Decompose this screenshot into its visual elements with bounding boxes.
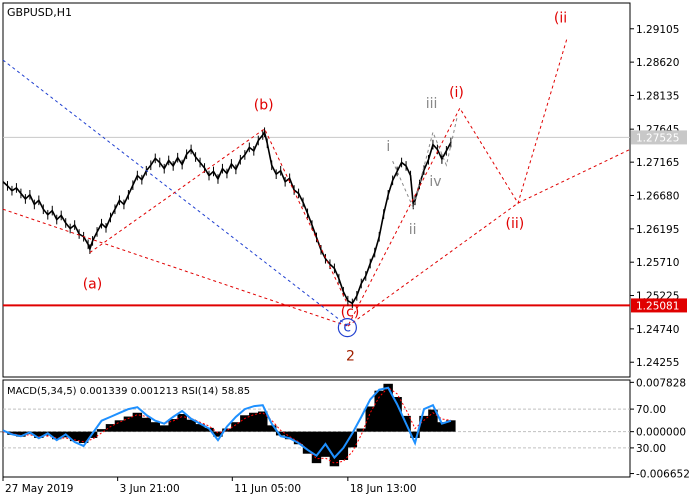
price-tick-label: 1.28620 [636, 57, 679, 69]
macd-histogram-bar [150, 422, 160, 432]
indicator-axis: 0.007828 0.000000 -0.006652 70.00 30.00 [630, 377, 690, 481]
wave-projection-red [89, 128, 349, 306]
macd-histogram-bar [383, 383, 393, 432]
macd-histogram-bar [159, 425, 169, 432]
wave-layer [2, 37, 631, 327]
trend-line-blue [2, 59, 349, 327]
macd-histogram-bar [231, 422, 241, 432]
macd-histogram-bar [52, 431, 62, 440]
macd-histogram-bar [365, 406, 375, 432]
wave-label: ii [409, 222, 417, 238]
macd-tick-label: -0.006652 [636, 469, 690, 481]
macd-histogram-bar [428, 409, 438, 432]
current-price-label: 1.27525 [636, 132, 679, 144]
macd-histogram-bar [213, 431, 223, 437]
price-tick-label: 1.24255 [636, 357, 679, 369]
price-tick-label: 1.27165 [636, 157, 679, 169]
current-price-box [631, 130, 687, 145]
macd-histogram-bar [437, 422, 447, 432]
rsi-line [2, 386, 452, 460]
macd-histogram-bar [96, 429, 107, 432]
wave-label: (c) [341, 305, 360, 321]
time-tick-label: 11 Jun 05:00 [234, 483, 301, 495]
price-tick-label: 1.29105 [636, 24, 679, 36]
wave-label-circle [337, 318, 357, 338]
price-series-line [2, 130, 452, 305]
wave-label: i [386, 139, 390, 155]
price-panel-frame [2, 2, 631, 378]
macd-histogram-bar [123, 416, 134, 432]
price-tick-label: 1.24740 [636, 324, 679, 336]
wave-label: (a) [83, 276, 103, 292]
macd-histogram-bar [258, 411, 268, 432]
macd-histogram-bar [249, 412, 259, 432]
macd-histogram-bar [222, 428, 232, 432]
support-level-label: 1.25081 [636, 300, 679, 312]
indicator-label: MACD(5,34,5) 0.001339 0.001213 RSI(14) 5… [7, 386, 250, 397]
rsi-tick-label: 30.00 [636, 443, 666, 455]
macd-histogram-bar [275, 431, 286, 436]
macd-histogram-bar [347, 431, 358, 448]
macd-histogram-bar [168, 419, 178, 432]
wave-label: (ii) [505, 216, 524, 232]
macd-histogram-bar [302, 431, 313, 454]
macd-histogram-bar [410, 431, 420, 438]
macd-histogram-bar [195, 424, 205, 432]
wave-label: (ii [554, 10, 567, 26]
time-axis: 27 May 2019 3 Jun 21:00 11 Jun 05:00 18 Jun… [2, 477, 417, 495]
wave-label: iii [426, 96, 438, 112]
macd-histogram-bar [338, 431, 349, 460]
price-tick-label: 1.26195 [636, 224, 679, 236]
price-tick-label: 1.26680 [636, 191, 679, 203]
rsi-tick-label: 70.00 [636, 404, 666, 416]
level-lines: 1.27525 1.25081 [3, 130, 687, 313]
macd-histogram-bar [266, 425, 277, 432]
macd-histogram-bar [114, 420, 125, 432]
macd-histogram-bar [132, 412, 143, 432]
price-axis: 1.291051.286201.281351.276451.271651.266… [630, 24, 679, 369]
support-level-box [631, 298, 687, 313]
macd-histogram-bar [240, 415, 250, 432]
macd-tick-label: 0.007828 [636, 377, 686, 389]
macd-histogram-bar [419, 415, 429, 432]
macd-histogram-bar [374, 390, 384, 432]
macd-histogram-bar [356, 428, 367, 432]
macd-histogram-bar [284, 431, 295, 440]
price-tick-label: 1.28135 [636, 90, 679, 102]
macd-histogram-bar [141, 417, 152, 432]
wave-label: (b) [254, 98, 274, 114]
macd-tick-label: 0.000000 [636, 427, 686, 439]
symbol-label: GBPUSD,H1 [7, 6, 72, 19]
indicator-layer [0, 383, 630, 467]
macd-histogram-bar [105, 424, 116, 432]
wave-label: 2 [346, 349, 355, 365]
wave-projection-red [2, 37, 568, 327]
macd-histogram-bar [16, 431, 26, 437]
macd-histogram-bar [69, 431, 80, 442]
macd-histogram-bar [293, 431, 304, 445]
wave-projection-grey [392, 117, 458, 210]
wave-label: iv [429, 174, 441, 190]
wave-label: c [343, 320, 351, 336]
time-tick-label: 27 May 2019 [5, 483, 73, 495]
macd-histogram-bar [34, 431, 44, 438]
macd-histogram-bar [446, 420, 456, 432]
macd-histogram-bar [311, 431, 322, 464]
macd-histogram-bar [329, 431, 340, 467]
time-tick-label: 18 Jun 13:00 [350, 483, 417, 495]
time-tick-label: 3 Jun 21:00 [120, 483, 180, 495]
price-tick-label: 1.25710 [636, 257, 679, 269]
macd-histogram-bar [186, 419, 196, 432]
macd-histogram-bar [392, 397, 402, 432]
wave-label: (i) [449, 85, 464, 101]
wave-projection-red [347, 148, 631, 327]
macd-histogram-bar [177, 414, 187, 432]
macd-histogram-bar [78, 431, 89, 443]
